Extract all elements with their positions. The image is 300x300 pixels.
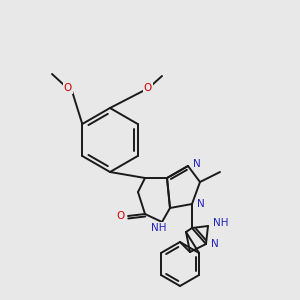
Text: N: N bbox=[211, 239, 219, 249]
Text: N: N bbox=[193, 159, 201, 169]
Text: O: O bbox=[64, 83, 72, 93]
Text: NH: NH bbox=[151, 223, 167, 233]
Text: O: O bbox=[144, 83, 152, 93]
Text: O: O bbox=[117, 211, 125, 221]
Text: N: N bbox=[197, 199, 205, 209]
Text: NH: NH bbox=[213, 218, 229, 228]
